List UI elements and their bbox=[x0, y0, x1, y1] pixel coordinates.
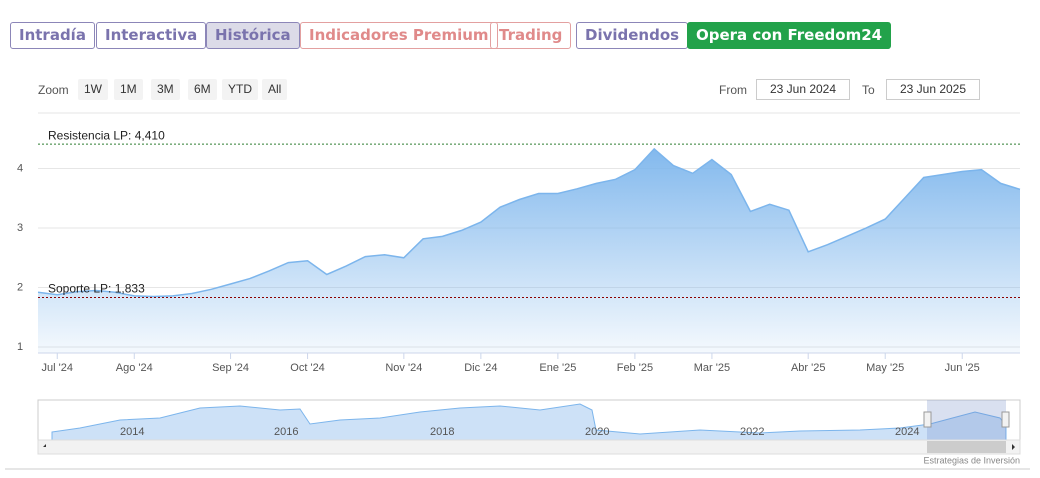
x-tick-label: Nov '24 bbox=[385, 362, 422, 374]
scrollbar[interactable] bbox=[37, 439, 1021, 455]
tab[interactable]: Intradía bbox=[10, 22, 95, 49]
x-tick-label: Dic '24 bbox=[464, 362, 497, 374]
navigator-year: 2018 bbox=[430, 426, 454, 438]
navigator-series bbox=[51, 403, 1007, 441]
area-fill bbox=[38, 148, 1020, 353]
y-tick-label: 1 bbox=[17, 341, 23, 353]
y-tick-label: 3 bbox=[17, 222, 23, 234]
y-tick-label: 4 bbox=[17, 162, 23, 174]
navigator-year: 2014 bbox=[120, 426, 144, 438]
tab[interactable]: Interactiva bbox=[96, 22, 207, 49]
from-input[interactable]: 23 Jun 2024 bbox=[756, 79, 850, 100]
navigator-year: 2020 bbox=[585, 426, 609, 438]
from-label: From bbox=[719, 83, 747, 97]
tab[interactable]: Trading bbox=[490, 22, 572, 49]
x-tick-label: Sep '24 bbox=[212, 362, 249, 374]
to-input[interactable]: 23 Jun 2025 bbox=[886, 79, 980, 100]
navigator bbox=[37, 399, 1021, 455]
navigator-handle[interactable] bbox=[923, 411, 932, 428]
zoom-button[interactable]: All bbox=[262, 79, 288, 100]
y-tick-label: 2 bbox=[17, 281, 23, 293]
navigator-handle[interactable] bbox=[1001, 411, 1010, 428]
x-tick-label: Jul '24 bbox=[42, 362, 73, 374]
x-tick-label: May '25 bbox=[866, 362, 904, 374]
x-tick-label: Ene '25 bbox=[539, 362, 576, 374]
navigator-window[interactable] bbox=[927, 400, 1006, 440]
cta-button[interactable]: Opera con Freedom24 bbox=[687, 22, 892, 49]
credit: Estrategias de Inversión bbox=[923, 455, 1020, 465]
zoom-button[interactable]: YTD bbox=[222, 79, 258, 100]
zoom-button[interactable]: 3M bbox=[151, 79, 180, 100]
scrollbar-thumb[interactable] bbox=[927, 441, 1006, 453]
tab[interactable]: Histórica bbox=[206, 22, 300, 49]
navigator-year: 2022 bbox=[740, 426, 764, 438]
line bbox=[37, 147, 1021, 298]
x-tick-label: Feb '25 bbox=[617, 362, 653, 374]
navigator-year: 2016 bbox=[274, 426, 298, 438]
zoom-button[interactable]: 6M bbox=[188, 79, 217, 100]
navigator-year: 2024 bbox=[895, 426, 919, 438]
x-tick-label: Oct '24 bbox=[290, 362, 325, 374]
zoom-label: Zoom bbox=[38, 83, 69, 97]
x-tick-label: Abr '25 bbox=[791, 362, 826, 374]
plot-line-label: Soporte LP: 1,833 bbox=[48, 282, 145, 296]
x-tick-label: Ago '24 bbox=[116, 362, 153, 374]
plot-line-label: Resistencia LP: 4,410 bbox=[48, 128, 165, 142]
x-tick-label: Mar '25 bbox=[694, 362, 730, 374]
zoom-button[interactable]: 1M bbox=[114, 79, 143, 100]
x-tick-label: Jun '25 bbox=[945, 362, 980, 374]
tab[interactable]: Indicadores Premium bbox=[300, 22, 498, 49]
zoom-button[interactable]: 1W bbox=[78, 79, 108, 100]
to-label: To bbox=[862, 83, 875, 97]
